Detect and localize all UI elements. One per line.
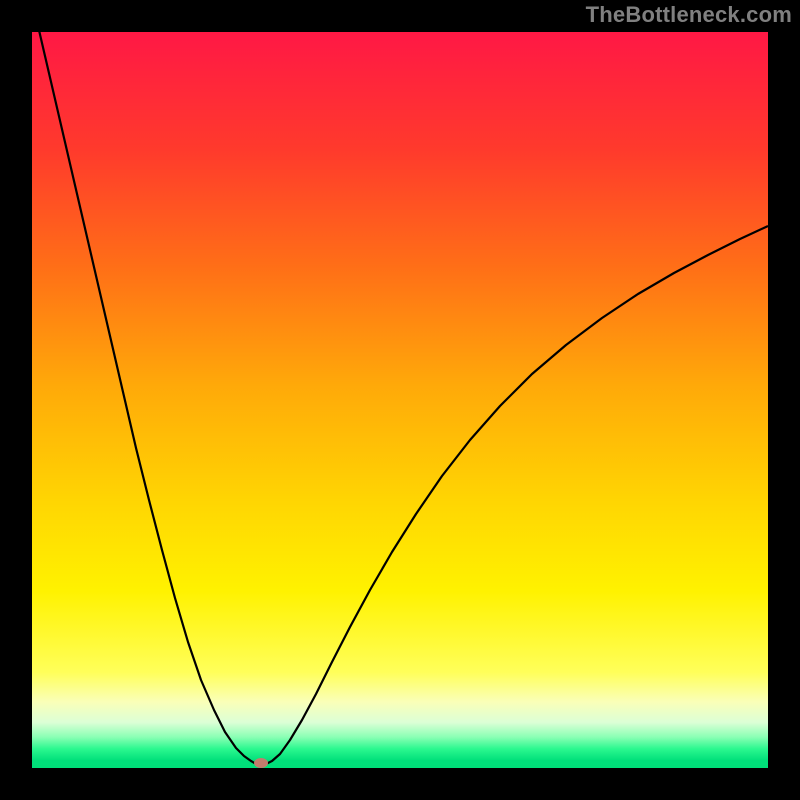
bottleneck-chart xyxy=(0,0,800,800)
minimum-marker xyxy=(254,758,268,768)
chart-frame: { "watermark": { "text": "TheBottleneck.… xyxy=(0,0,800,800)
gradient-plot-area xyxy=(32,32,768,768)
watermark-text: TheBottleneck.com xyxy=(586,2,792,28)
